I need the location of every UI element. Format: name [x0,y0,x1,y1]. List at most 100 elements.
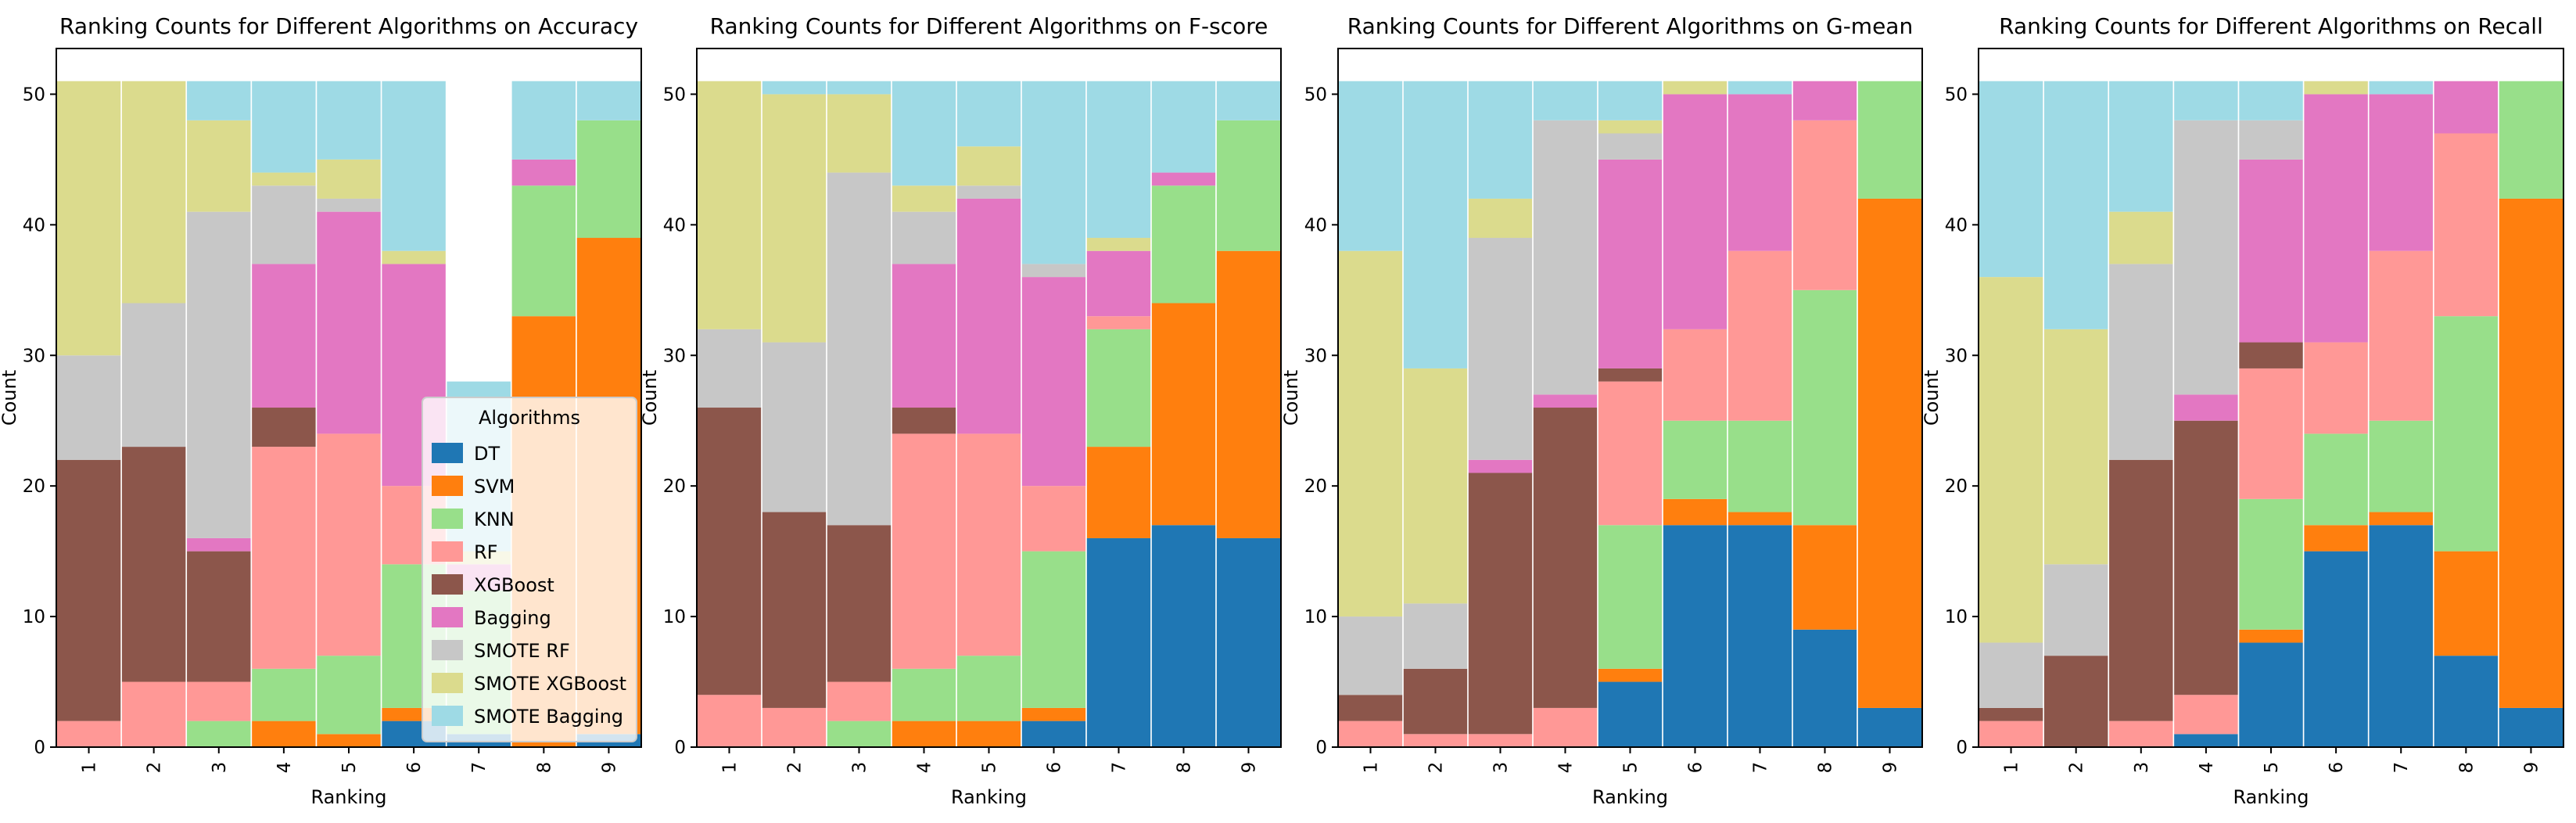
bar-segment-smote-xgboost-rank-5 [956,146,1021,186]
x-tick-label: 1 [720,762,741,774]
y-tick-label: 40 [1304,215,1327,235]
bar-segment-knn-rank-8 [1151,185,1216,304]
bar-segment-rf-rank-7 [1727,250,1792,421]
bar-segment-smote-bagging-rank-7 [2369,81,2433,95]
y-tick-label: 50 [663,84,686,105]
bar-segment-dt-rank-8 [2434,656,2499,747]
bar-segment-dt-rank-7 [1086,537,1151,747]
bar-segment-smote-bagging-rank-4 [1533,81,1598,120]
chart-panel-4: 0 10 20 30 40 50 1 2 3 4 5 6 7 8 9 Ranking Counts for D… [1921,13,2564,808]
bar-segment-smote-rf-rank-4 [1533,120,1598,395]
bar-segment-smote-xgboost-rank-1 [1338,250,1403,617]
x-tick-label: 4 [274,762,295,774]
bar-segment-dt-rank-5 [1598,681,1663,747]
x-tick-label: 5 [339,762,360,774]
bar-segment-smote-rf-rank-3 [827,172,892,526]
bar-segment-smote-xgboost-rank-1 [56,81,121,356]
bar-segment-smote-xgboost-rank-2 [1403,368,1468,604]
x-tick-label: 2 [145,762,165,774]
bar-segment-bagging-rank-7 [1086,250,1151,317]
bar-segment-bagging-rank-5 [2239,159,2303,343]
bar-segment-svm-rank-9 [2499,198,2563,708]
bar-segment-svm-rank-4 [892,721,956,747]
bar-segment-knn-rank-8 [2434,316,2499,552]
bar-segment-rf-rank-3 [1468,734,1533,747]
bar-segment-bagging-rank-8 [1792,81,1857,120]
x-axis-label: Ranking [2233,786,2309,808]
y-tick-label: 0 [34,738,45,758]
bar-segment-smote-rf-rank-5 [2239,120,2303,160]
bar-segment-xgboost-rank-4 [2174,420,2238,695]
bar-segment-bagging-rank-5 [317,211,381,434]
y-tick-label: 0 [674,738,686,758]
bar-segment-knn-rank-5 [317,656,381,735]
bar-segment-smote-bagging-rank-3 [187,81,251,120]
y-tick-label: 20 [663,476,686,497]
legend-swatch-svm [432,476,463,496]
bar-segment-svm-rank-5 [2239,629,2303,643]
bar-segment-smote-bagging-rank-5 [956,81,1021,147]
legend-title: Algorithms [479,407,580,429]
x-axis-label: Ranking [951,786,1027,808]
bar-segment-smote-xgboost-rank-1 [697,81,762,329]
x-tick-label: 1 [1362,762,1382,774]
legend-label-svm: SVM [474,476,515,498]
bar-segment-bagging-rank-8 [1151,172,1216,186]
x-tick-label: 9 [1881,762,1901,774]
bar-segment-smote-xgboost-rank-3 [2109,211,2173,264]
bar-segment-smote-bagging-rank-4 [252,81,316,173]
bar-segment-smote-rf-rank-5 [1598,133,1663,160]
bar-segment-smote-bagging-rank-3 [1468,81,1533,199]
bar-segment-smote-bagging-rank-2 [1403,81,1468,368]
bar-segment-knn-rank-9 [576,120,641,239]
bar-segment-smote-rf-rank-2 [2043,564,2108,656]
legend-label-xgboost: XGBoost [474,574,554,596]
bar-segment-smote-rf-rank-5 [956,185,1021,199]
y-tick-label: 0 [1315,738,1327,758]
bar-segment-dt-rank-6 [2304,551,2368,747]
bar-segment-smote-xgboost-rank-7 [1086,238,1151,251]
bar-segment-xgboost-rank-2 [121,447,186,682]
legend-swatch-dt [432,443,463,463]
bar-segment-smote-bagging-rank-9 [1216,81,1281,120]
bar-segment-knn-rank-9 [1216,120,1281,251]
bar-segment-smote-bagging-rank-1 [1979,81,2043,278]
bar-segment-dt-rank-6 [1663,525,1727,747]
x-tick-label: 3 [2132,762,2152,774]
x-tick-label: 7 [1751,762,1771,774]
legend-swatch-rf [432,541,463,562]
bar-segment-rf-rank-5 [956,433,1021,656]
x-tick-label: 1 [2002,762,2022,774]
y-tick-label: 10 [663,607,686,627]
bar-segment-bagging-rank-5 [1598,159,1663,368]
x-tick-label: 3 [1491,762,1512,774]
x-tick-label: 4 [915,762,935,774]
bar-segment-bagging-rank-7 [2369,94,2433,251]
bar-segment-svm-rank-5 [956,721,1021,747]
x-tick-label: 6 [1686,762,1706,774]
bar-segment-smote-bagging-rank-5 [317,81,381,160]
bar-segment-xgboost-rank-1 [1979,707,2043,721]
bar-segment-smote-rf-rank-1 [1979,642,2043,708]
x-tick-label: 2 [785,762,805,774]
legend-box [422,397,637,742]
x-tick-label: 2 [1426,762,1447,774]
bar-segment-smote-xgboost-rank-1 [1979,277,2043,643]
bar-segment-knn-rank-6 [2304,433,2368,526]
bar-segment-xgboost-rank-2 [762,512,827,708]
bar-segment-bagging-rank-3 [187,537,251,552]
bar-segment-rf-rank-6 [1021,486,1086,552]
bar-segment-knn-rank-8 [1792,289,1857,526]
bar-segment-svm-rank-6 [1663,498,1727,526]
bar-segment-bagging-rank-6 [1663,94,1727,329]
bar-segment-svm-rank-8 [1151,303,1216,526]
bar-segment-smote-bagging-rank-1 [1338,81,1403,251]
x-tick-label: 3 [850,762,870,774]
x-tick-label: 9 [1240,762,1260,774]
y-tick-label: 20 [23,476,45,497]
bar-segment-dt-rank-7 [2369,525,2433,747]
bar-segment-svm-rank-9 [1857,198,1922,708]
bar-segment-knn-rank-6 [1663,420,1727,499]
bar-segment-bagging-rank-4 [1533,394,1598,408]
x-tick-label: 7 [2391,762,2412,774]
